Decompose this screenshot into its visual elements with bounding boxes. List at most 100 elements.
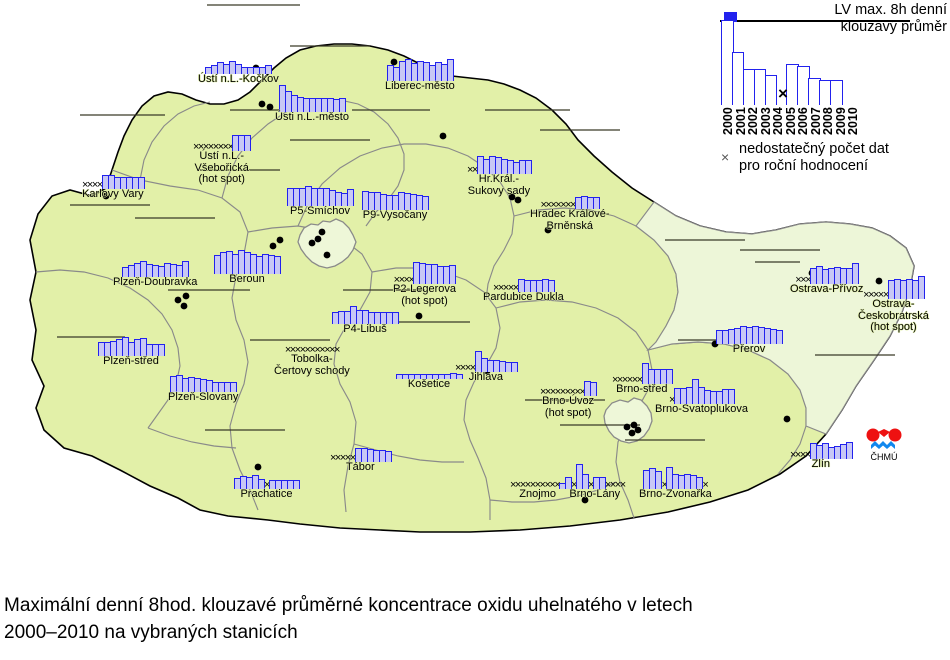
station-bar-chart: ××× [795,250,860,286]
station-bar-chart: ××××××××× × [510,455,567,491]
station-label: Košetice [407,378,451,390]
station-brno-voz-hot-spot[interactable]: ××××××××× Brno-Úvoz (hot spot) [540,362,598,419]
station-t-bor[interactable]: ××××× Tábor [330,428,392,474]
station-bar-chart [287,172,354,206]
station-bar-chart [98,322,165,356]
station-karlovy-vary[interactable]: ×××× Karlovy Vary [82,155,145,201]
bar-2006 [598,477,606,489]
station-p4-libu[interactable]: P4-Libuš [332,290,399,336]
station-label: P2-Legerova (hot spot) [393,283,456,307]
station-brno-svatoplukova[interactable]: × Brno-Svatoplukova [655,370,748,416]
bar-2010 [274,256,281,274]
station-p2-legerova-hot-spot[interactable]: ×××× P2-Legerova (hot spot) [393,250,457,307]
station-plze-slovany[interactable]: Plzeň-Slovany [168,358,238,404]
station-hradec-kr-lov-brn-nsk[interactable]: ××××××× Hradec Králové- Brněnská [530,175,609,232]
station-jihlava[interactable]: ×××× Jihlava [455,338,518,384]
bar-2000 [565,476,572,489]
missing-year-2009-icon: × [614,479,621,491]
limit-value-line [720,20,910,22]
station-label: Ústí n.L.-Kočkov [198,73,279,85]
station-plze-st-ed[interactable]: Plzeň-střed [98,322,165,368]
station-ko-etice[interactable]: Košetice [396,345,463,391]
station-p-erov[interactable]: Přerov [716,310,783,356]
station-bar-chart: ×××× [393,250,457,286]
station-ostrava-p-voz[interactable]: ××× Ostrava-Přívoz [790,250,863,296]
bars-group [396,345,463,379]
station-label: P4-Libuš [343,323,387,335]
station-prachatice[interactable]: × Prachatice [234,455,300,501]
station-beroun[interactable]: Beroun [214,240,281,286]
station-bar-chart [396,345,463,379]
station-brno-l-ny[interactable]: × × × × × × Brno-Lány [565,455,626,501]
station-bar-chart [386,47,454,81]
bar-2010 [665,369,673,384]
station-zl-n[interactable]: ×××× Zlín [790,425,853,471]
bar-2010 [158,343,165,356]
bar-2010 [347,189,354,206]
missing-year-2010-icon: × [702,479,708,491]
bar-2010 [456,373,463,379]
bar-2010 [265,65,273,74]
station-bar-chart [214,240,281,274]
station-bar-chart: ×× [643,455,709,491]
station-label: Brno-Lány [569,488,621,500]
bars-group [574,175,600,209]
missing-year-2004-icon: × [631,374,638,386]
bars-group [810,250,860,284]
station-label: Tábor [345,461,375,473]
missing-years-x-icon: ×××× [82,179,103,191]
station-bar-chart: ××××××× [540,175,600,211]
station-p9-vyso-any[interactable]: P9-Vysočany [362,176,429,222]
station-ostrava-eskobratrsk-hot-spot[interactable]: ××××× Ostrava- Českobratrská (hot spot) [858,265,929,334]
missing-years-x-icon: ××××× [493,282,519,294]
station-pardubice-dukla[interactable]: ××××× Pardubice Dukla [483,258,564,304]
missing-years-x-icon: ××××××× [540,199,577,211]
legend-bar-2010 [830,79,843,105]
station-label: Prachatice [240,488,293,500]
station-brno-st-ed[interactable]: ×××× × × Brno-střed [612,350,673,396]
bars-group: × × [631,350,673,386]
bars-group [214,240,281,274]
missing-year-2005-icon: × [264,479,270,491]
bar-2010 [384,451,392,462]
missing-year-2009-icon: × [554,479,560,491]
station-bar-chart: ×××××× [612,350,673,386]
bars-group [809,425,853,459]
station-tobolka-ertovy-schody[interactable]: ××××××××××× Tobolka- Čertovy schody [274,320,350,377]
station-bar-chart [205,40,273,74]
bar-2010 [230,382,238,392]
station-bar-chart: ××××× [863,265,925,301]
station-znojmo[interactable]: ××××××××× × Znojmo [510,455,567,501]
station-liberec-m-sto[interactable]: Liberec-město [385,47,455,93]
missing-years-x-icon: × [669,394,675,406]
station-brno-zvona-ka[interactable]: × × Brno-Zvonařka [639,455,712,501]
station-p5-sm-chov[interactable]: P5-Smíchov [287,172,354,218]
bars-group [205,40,273,74]
bars-group: × × × × × × [565,455,626,491]
bars-group [354,428,392,462]
station-bar-chart [122,243,190,277]
station-label: P9-Vysočany [362,209,428,221]
station-st-n-l-v-ebo-ick-hot-spot[interactable]: ×××××××× Ústí n.L.- Všebořická (hot spot) [193,117,252,186]
station-label: Plzeň-Slovany [168,391,239,403]
station-hr-kr-l-sukovy-sady[interactable]: ×× Hr.Král.- Sukovy sady [467,140,532,197]
station-st-n-l-ko-kov[interactable]: Ústí n.L.-Kočkov [198,40,279,86]
bar-2003 [581,474,589,489]
station-label: P5-Smíchov [290,205,350,217]
bar-2010 [137,177,145,189]
missing-year-2007-icon: × [604,479,611,491]
legend-title: LV max. 8h denní klouzavý průměr [834,2,947,35]
station-bar-chart: ××××××××× [540,362,598,398]
missing-years-x-icon: ×××× [790,449,811,461]
prague-inset-region [297,218,357,269]
missing-data-x-icon: × [721,149,730,165]
station-plze-doubravka[interactable]: Plzeň-Doubravka [113,243,197,289]
bars-group [673,370,735,404]
missing-years-x-icon: ×××× [393,274,415,286]
legend: LV max. 8h denní klouzavý průměr × 2000 2… [715,2,947,174]
missing-year-2001-icon: × [571,479,577,491]
station-label: Přerov [732,343,766,355]
station-st-n-l-m-sto[interactable]: Ústi n.L.-město [275,78,349,124]
station-bar-chart [332,290,399,324]
